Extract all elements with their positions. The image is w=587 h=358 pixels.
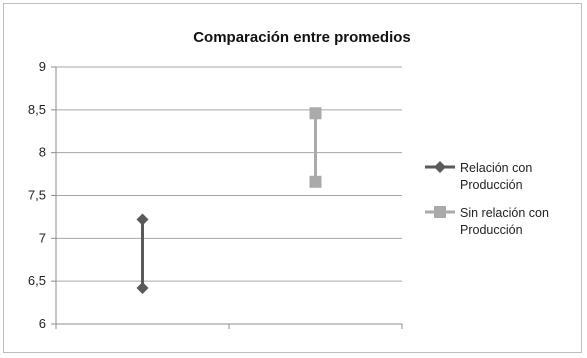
- series-layer: [136, 107, 322, 295]
- chart-svg: Comparación entre promedios 6 6,5 7 7,5 8 8,5…: [28, 29, 549, 331]
- y-tick-labels: 6 6,5 7 7,5 8 8,5 9: [28, 59, 46, 331]
- y-tick-label: 9: [39, 59, 46, 74]
- y-tick-label: 6: [39, 316, 46, 331]
- series-1: [136, 213, 149, 295]
- legend-label: Sin relación con: [460, 206, 549, 220]
- series-2: [309, 107, 322, 188]
- chart-title: Comparación entre promedios: [193, 29, 411, 46]
- data-point: [309, 107, 322, 120]
- y-tick-label: 6,5: [28, 273, 46, 288]
- data-point: [136, 213, 149, 226]
- gridlines: [56, 66, 402, 282]
- y-tick-label: 7,5: [28, 188, 46, 203]
- legend-label: Producción: [460, 178, 523, 192]
- diamond-marker-icon: [434, 161, 446, 173]
- data-point: [136, 282, 149, 295]
- axes: [51, 66, 403, 329]
- square-marker-icon: [434, 206, 446, 218]
- y-tick-label: 8,5: [28, 102, 46, 117]
- y-tick-label: 8: [39, 145, 46, 160]
- legend-entry-1: Relación con Producción: [425, 161, 532, 192]
- chart-frame: Comparación entre promedios 6 6,5 7 7,5 8 8,5…: [3, 3, 582, 353]
- y-tick-label: 7: [39, 230, 46, 245]
- legend-label: Producción: [460, 223, 523, 237]
- legend-entry-2: Sin relación con Producción: [425, 206, 549, 237]
- data-point: [309, 175, 322, 188]
- legend-label: Relación con: [460, 161, 532, 175]
- legend: Relación con Producción Sin relación con Pr…: [425, 161, 549, 237]
